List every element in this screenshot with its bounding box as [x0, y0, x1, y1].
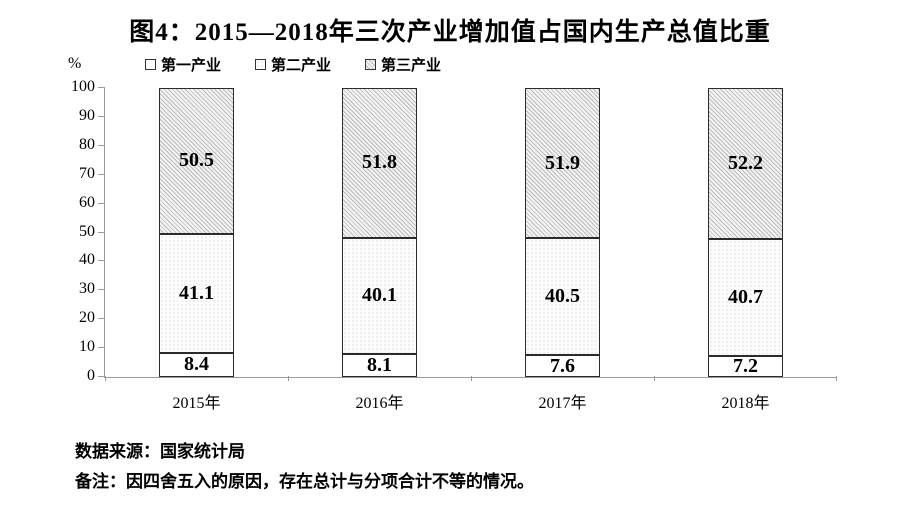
y-axis-tick-label: 20 — [79, 309, 95, 327]
y-axis-tick-label: 70 — [79, 164, 95, 182]
stacked-bar-2015年: 8.4 41.1 50.5 — [159, 88, 234, 377]
x-axis-category-label: 2015年 — [172, 395, 221, 412]
x-axis-tick — [836, 376, 837, 381]
bar-segment: 51.9 — [525, 88, 600, 238]
legend-item: 第一产业 — [145, 54, 221, 75]
y-axis-tick-label: 50 — [79, 222, 95, 240]
x-axis-category-label: 2017年 — [538, 395, 587, 412]
stacked-bar-2016年: 8.1 40.1 51.8 — [342, 88, 417, 377]
bar-segment: 8.1 — [342, 353, 417, 377]
bar-segment: 7.6 — [525, 355, 600, 377]
bar-value-label: 40.5 — [545, 285, 580, 308]
bar-value-label: 7.2 — [733, 355, 758, 378]
bar-segment: 50.5 — [159, 88, 234, 234]
stacked-bar-2017年: 7.6 40.5 51.9 — [525, 88, 600, 377]
y-axis-tick — [98, 173, 104, 175]
y-axis-tick — [98, 318, 104, 320]
x-axis-tick — [288, 376, 289, 381]
bar-value-label: 51.9 — [545, 151, 580, 174]
bar-value-label: 8.1 — [367, 353, 392, 376]
bar-segment: 51.8 — [342, 88, 417, 238]
y-axis-tick-label: 40 — [79, 251, 95, 269]
bar-value-label: 40.7 — [728, 285, 763, 308]
chart-legend: 第一产业 第二产业 第三产业 — [145, 54, 441, 75]
bar-value-label: 52.2 — [728, 151, 763, 174]
bar-segment: 40.1 — [342, 237, 417, 354]
y-axis-tick-label: 60 — [79, 193, 95, 211]
bar-segment: 40.7 — [708, 238, 783, 357]
legend-swatch-dots — [255, 59, 267, 70]
x-axis-category-label: 2018年 — [721, 395, 770, 412]
data-source-text: 数据来源：国家统计局 — [75, 442, 245, 461]
bar-value-label: 7.6 — [550, 354, 575, 377]
y-axis-tick-label: 10 — [79, 338, 95, 356]
y-axis-tick-label: 100 — [71, 78, 95, 95]
y-axis-tick — [98, 347, 104, 349]
y-axis-tick — [98, 376, 104, 377]
stacked-bar-2018年: 7.2 40.7 52.2 — [708, 87, 783, 378]
x-axis-tick — [654, 376, 655, 381]
legend-swatch-white — [145, 59, 156, 70]
y-axis-tick — [98, 115, 104, 117]
bar-value-label: 40.1 — [362, 284, 397, 307]
bar-segment: 7.2 — [708, 355, 783, 378]
x-axis-tick — [471, 376, 472, 381]
y-axis-tick-label: 90 — [79, 106, 95, 124]
chart-title: 图4：2015—2018年三次产业增加值占国内生产总值比重 — [129, 19, 771, 46]
y-axis-unit-label: % — [68, 55, 82, 72]
x-axis-category-label: 2016年 — [355, 395, 404, 412]
bar-segment: 52.2 — [708, 87, 783, 239]
legend-swatch-hatch — [365, 59, 377, 70]
bar-segment: 8.4 — [159, 352, 234, 377]
bar-segment: 40.5 — [525, 238, 600, 356]
y-axis-tick — [98, 260, 104, 262]
legend-item: 第二产业 — [255, 54, 331, 75]
legend-label: 第一产业 — [161, 57, 222, 74]
y-axis-tick-label: 80 — [79, 135, 95, 153]
y-axis-tick — [98, 144, 104, 146]
legend-label: 第二产业 — [271, 57, 332, 74]
bar-value-label: 50.5 — [179, 149, 214, 172]
y-axis-tick — [98, 289, 104, 291]
legend-label: 第三产业 — [381, 57, 442, 74]
y-axis-tick-label: 0 — [87, 367, 95, 384]
bar-value-label: 51.8 — [362, 151, 397, 174]
bar-value-label: 8.4 — [184, 353, 209, 376]
plot-area: 0 10 20 30 40 50 60 70 80 90 100 8.4 41.1 50.5 2015年 8.… — [71, 78, 837, 412]
x-axis-tick — [105, 376, 106, 381]
bar-segment: 41.1 — [159, 233, 234, 353]
y-axis-tick — [98, 202, 104, 204]
y-axis-tick — [98, 231, 104, 233]
footnote-text: 备注：因四舍五入的原因，存在总计与分项合计不等的情况。 — [75, 472, 534, 491]
y-axis-tick-label: 30 — [79, 280, 95, 298]
bar-value-label: 41.1 — [179, 281, 214, 304]
legend-item: 第三产业 — [365, 54, 441, 75]
y-axis-tick — [98, 87, 104, 88]
